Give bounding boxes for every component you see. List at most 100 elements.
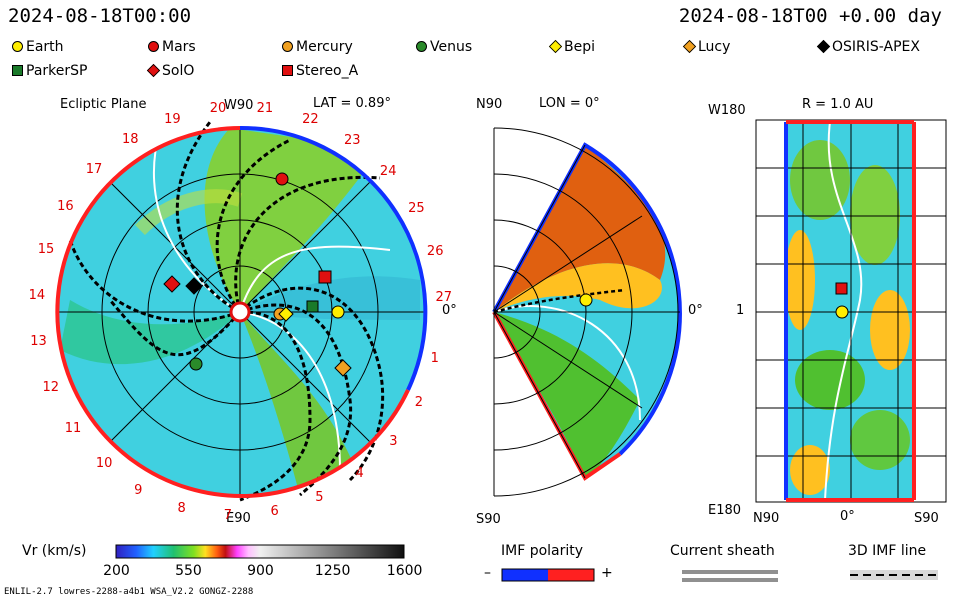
legend-item-mercury: Mercury [282, 39, 353, 55]
bepi-marker [278, 306, 294, 322]
colorbar-tick: 200 [103, 563, 130, 579]
meridional-top-label: N90 [476, 97, 503, 112]
longitude-number: 1 [430, 350, 439, 366]
osiris-apex-marker [185, 277, 203, 295]
legend-item-bepi: Bepi [548, 39, 595, 55]
legend-item-earth: Earth [12, 39, 64, 55]
earth-marker [331, 305, 345, 319]
imf-plus: + [601, 565, 613, 581]
current-sheath-label: Current sheath [670, 543, 775, 559]
imf-3d-label: 3D IMF line [848, 543, 927, 559]
longitude-number: 25 [408, 200, 425, 216]
earth-marker-map [835, 305, 849, 319]
legend-label: ParkerSP [26, 63, 88, 79]
left-timestamp: 2024-08-18T00:00 [8, 5, 192, 27]
ecliptic-plane-panel [55, 121, 428, 502]
map-left-label: 1 [736, 303, 745, 318]
colorbar-tick: 900 [247, 563, 274, 579]
ecliptic-right-label: 0° [442, 303, 457, 318]
legend-item-osiris-apex: OSIRIS-APEX [816, 39, 920, 55]
colorbar-label: Vr (km/s) [22, 543, 87, 559]
circle-icon [148, 41, 159, 52]
longitude-number: 18 [121, 132, 139, 148]
circle-icon [416, 41, 427, 52]
meridional-panel [492, 127, 682, 497]
colorbar-tick: 1600 [386, 563, 423, 579]
circle-icon [282, 41, 293, 52]
circle-icon [12, 41, 23, 52]
longitude-number: 21 [256, 101, 274, 117]
ecliptic-title: Ecliptic Plane [60, 97, 147, 112]
colorbar-tick: 550 [175, 563, 202, 579]
meridional-bottom-label: S90 [476, 512, 501, 527]
meridional-right-label: 0° [688, 303, 703, 318]
longitude-number: 24 [379, 163, 397, 179]
longitude-number: 9 [134, 482, 143, 498]
stereo-a-marker [318, 270, 332, 284]
ecliptic-top-label: W90 [224, 98, 254, 113]
longitude-number: 6 [270, 504, 279, 520]
model-footer: ENLIL-2.7 lowres-2288-a4b1 WSA_V2.2 GONG… [4, 587, 254, 597]
legend-label: Lucy [698, 39, 731, 55]
longitude-number: 12 [42, 379, 60, 395]
map-bottom-label: E180 [708, 503, 742, 518]
legend-label: SolO [162, 63, 195, 79]
right-timestamp: 2024-08-18T00 +0.00 day [678, 5, 942, 27]
map-xtick-0: 0° [840, 509, 855, 524]
r1au-panel [755, 119, 947, 503]
square-icon [282, 65, 293, 76]
longitude-number: 2 [414, 394, 424, 410]
map-top-label: W180 [708, 103, 746, 118]
legend-item-stereo-a: Stereo_A [282, 63, 358, 79]
longitude-number: 15 [37, 241, 55, 257]
legend-item-parkersp: ParkerSP [12, 63, 87, 79]
square-icon [12, 65, 23, 76]
longitude-number: 20 [209, 101, 227, 117]
earth-marker-meridional [579, 293, 593, 307]
longitude-number: 11 [64, 420, 82, 436]
longitude-number: 13 [30, 334, 47, 350]
solo-marker [163, 275, 181, 293]
legend-item-solo: SolO [146, 63, 195, 79]
longitude-number: 10 [95, 455, 113, 471]
longitude-number: 3 [389, 433, 398, 449]
longitude-number: 19 [164, 111, 181, 127]
longitude-number: 16 [57, 198, 74, 214]
legend-item-lucy: Lucy [682, 39, 731, 55]
stereo-a-marker-map [835, 282, 848, 295]
longitude-number: 14 [28, 287, 46, 303]
parkersp-marker [306, 300, 319, 313]
longitude-number: 26 [426, 243, 444, 259]
longitude-number: 22 [302, 112, 319, 128]
longitude-number: 4 [355, 466, 364, 482]
imf-polarity-label: IMF polarity [501, 543, 584, 559]
legend-label: Stereo_A [296, 63, 359, 79]
legend-label: Mars [162, 39, 196, 55]
vr-colorbar [115, 544, 405, 559]
lucy-marker [334, 359, 352, 377]
venus-marker [189, 357, 203, 371]
meridional-lon: LON = 0° [539, 96, 600, 111]
longitude-number: 5 [315, 490, 324, 506]
legend-label: Venus [430, 39, 473, 55]
legend-label: Bepi [564, 39, 595, 55]
longitude-number: 8 [177, 500, 186, 516]
longitude-number: 27 [435, 289, 453, 305]
mars-marker [275, 172, 289, 186]
imf-minus: – [484, 565, 491, 581]
map-r-label: R = 1.0 AU [802, 97, 874, 112]
ecliptic-bottom-label: E90 [226, 511, 251, 526]
longitude-number: 17 [85, 161, 103, 177]
legend-item-mars: Mars [148, 39, 196, 55]
longitude-number: 7 [223, 507, 233, 523]
legend-label: OSIRIS-APEX [832, 39, 920, 55]
colorbar-tick: 1250 [314, 563, 351, 579]
longitude-number: 23 [343, 133, 361, 149]
map-xtick-n90: N90 [753, 511, 780, 526]
legend-label: Mercury [296, 39, 353, 55]
ecliptic-lat: LAT = 0.89° [313, 96, 391, 111]
legend-item-venus: Venus [416, 39, 472, 55]
legend-label: Earth [26, 39, 64, 55]
map-xtick-s90: S90 [914, 511, 939, 526]
